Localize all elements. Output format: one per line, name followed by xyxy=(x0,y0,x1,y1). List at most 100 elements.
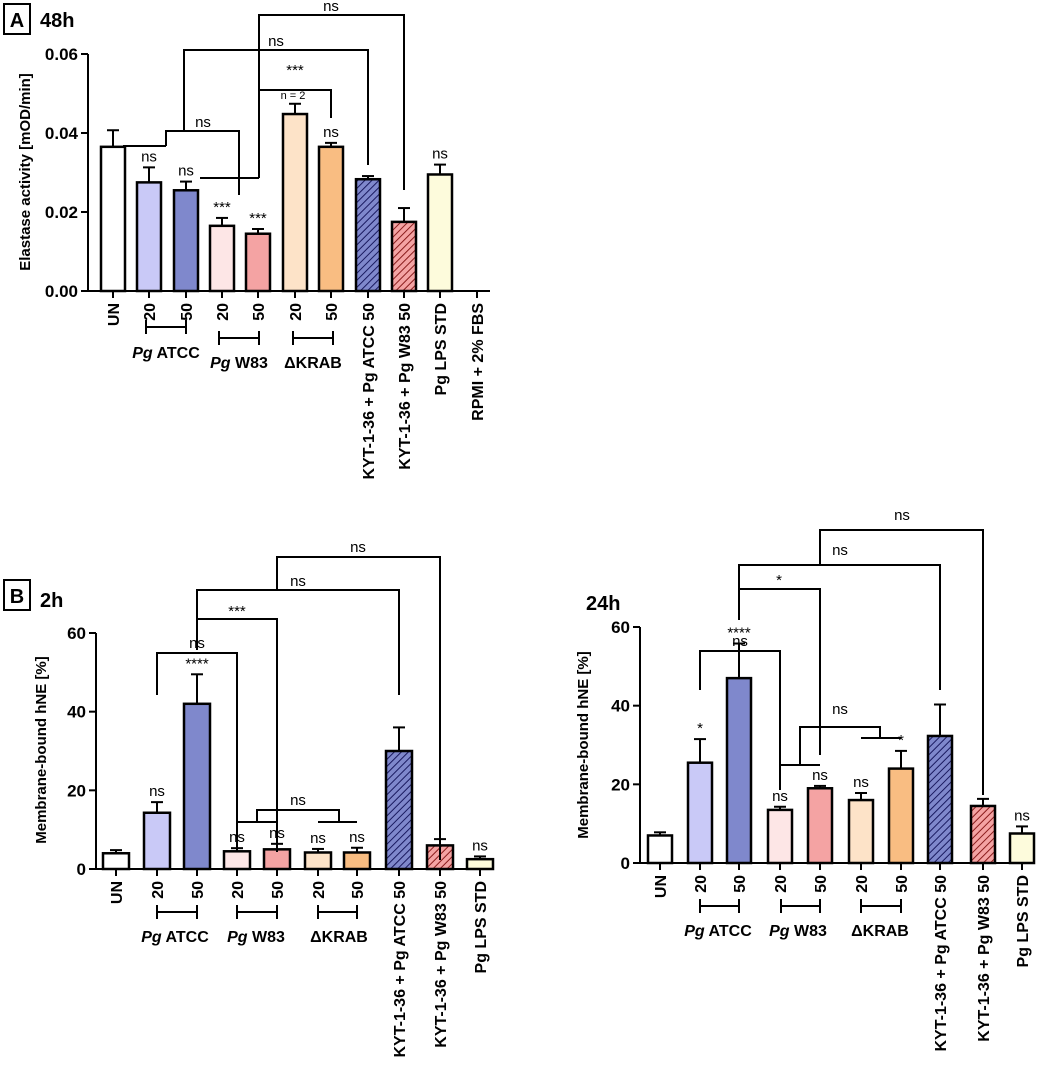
y-tick-label: 0.04 xyxy=(45,124,79,143)
comparison-label-4: ns xyxy=(323,0,339,15)
chart-b2h-groups: Pg ATCC Pg W83 ΔKRAB xyxy=(141,905,368,946)
group-bracket-pgw83 xyxy=(780,899,821,913)
chart-b2h-title: 2h xyxy=(40,590,63,612)
group-label-krab: ΔKRAB xyxy=(284,355,342,372)
x-category-label: UN xyxy=(653,875,670,898)
x-category-label: 50 xyxy=(190,881,207,899)
comparison-label-1: ns xyxy=(189,635,205,652)
bar xyxy=(262,848,292,871)
chart-b2h-comparisons xyxy=(156,556,441,860)
bar xyxy=(1008,832,1036,865)
x-category-label: Pg LPS STD xyxy=(1015,875,1032,967)
comparison-bracket-5 xyxy=(237,809,357,823)
panel-a-label: A xyxy=(3,3,31,35)
bar-significance-label: ns xyxy=(310,830,326,847)
bar-significance-label: ns xyxy=(178,163,194,180)
comparison-label-3: * xyxy=(776,572,782,589)
x-category-label: 50 xyxy=(350,881,367,899)
x-category-label: 50 xyxy=(270,881,287,899)
comparison-label-4: ns xyxy=(832,542,848,559)
bar-significance-label: **** xyxy=(185,655,209,672)
bar xyxy=(969,804,997,865)
x-category-label: 50 xyxy=(894,875,911,893)
bar-significance-label: ns xyxy=(141,148,157,165)
comparison-label-1: ns xyxy=(195,114,211,131)
x-category-label: Pg LPS STD xyxy=(433,303,450,395)
chart-b24h-comparisons xyxy=(699,529,984,795)
bar-significance-label: ns xyxy=(812,767,828,784)
y-tick-label: 60 xyxy=(611,618,630,637)
x-category-label: 50 xyxy=(813,875,830,893)
x-category-label: 20 xyxy=(854,875,871,893)
x-category-label: 20 xyxy=(230,881,247,899)
x-category-label: KYT-1-36 + Pg ATCC 50 xyxy=(933,875,950,1052)
y-tick-label: 60 xyxy=(67,624,86,643)
chart-b2h-ylabel: Membrane-bound hNE [%] xyxy=(33,656,50,844)
comparison-bracket-4 xyxy=(276,556,441,860)
x-category-label: 20 xyxy=(773,875,790,893)
bar-significance-label: ns xyxy=(853,774,869,791)
chart-b24h-plot: 0 20 40 60 UN * 20 **** 50 ns 20 ns 50 ns 20 * 50 KYT-1-3… xyxy=(611,618,1036,1052)
group-label-pgatcc: Pg ATCC xyxy=(684,923,752,940)
chart-a-plot: 0.00 0.02 0.04 0.06 UN ns 20 ns 50 *** 20 *** 50 20 ns… xyxy=(45,45,490,480)
group-label-pgw83: Pg W83 xyxy=(210,355,268,372)
chart-a-title: 48h xyxy=(40,10,74,32)
x-category-label: 20 xyxy=(142,303,159,321)
bar xyxy=(142,811,172,871)
chart-a-groups: Pg ATCC Pg W83 ΔKRAB xyxy=(132,320,342,372)
x-category-label: 50 xyxy=(179,303,196,321)
bar xyxy=(390,220,418,293)
comparison-label-3: ns xyxy=(290,573,306,590)
group-label-pgatcc: Pg ATCC xyxy=(141,929,209,946)
comparison-label-3: *** xyxy=(286,62,304,79)
group-bracket-pgatcc xyxy=(156,905,198,919)
bar-significance-label: ns xyxy=(772,788,788,805)
chart-b24h-groups: Pg ATCC Pg W83 ΔKRAB xyxy=(684,899,909,940)
group-label-krab: ΔKRAB xyxy=(851,923,909,940)
x-category-label: 20 xyxy=(693,875,710,893)
x-category-label: UN xyxy=(109,881,126,904)
chart-b2h-plot: 0 20 40 60 UN ns 20 **** 50 ns 20 ns 50 ns 20 ns 50 KYT-1… xyxy=(67,624,495,1058)
group-label-pgatcc: Pg ATCC xyxy=(132,345,200,362)
panel-b-letter: B xyxy=(10,586,24,608)
bar xyxy=(244,232,272,293)
y-tick-label: 40 xyxy=(67,703,86,722)
bar-significance-label: **** xyxy=(727,625,751,642)
x-category-label: KYT-1-36 + Pg ATCC 50 xyxy=(392,881,409,1058)
panel-b-label: B xyxy=(3,579,31,611)
comparison-bracket-4 xyxy=(819,529,984,795)
bar xyxy=(725,676,753,865)
bar xyxy=(426,173,454,293)
bar xyxy=(354,177,382,293)
bar-significance-label: * xyxy=(898,732,904,749)
bar xyxy=(384,749,414,871)
x-category-label: 20 xyxy=(215,303,232,321)
group-bracket-pgw83 xyxy=(236,905,278,919)
x-category-label: UN xyxy=(106,303,123,326)
bar xyxy=(303,851,333,871)
comparison-bracket-4 xyxy=(258,14,405,190)
x-category-label: KYT-1-36 + Pg W83 50 xyxy=(976,875,993,1042)
bar xyxy=(208,224,236,293)
x-category-label: 20 xyxy=(311,881,328,899)
comparison-label-2: *** xyxy=(228,603,246,620)
x-category-label: KYT-1-36 + Pg W83 50 xyxy=(397,303,414,470)
bar xyxy=(281,112,309,293)
comparison-label-6: ns xyxy=(832,701,848,718)
x-category-label: 20 xyxy=(288,303,305,321)
panel-a-letter: A xyxy=(10,10,24,32)
chart-b24h-title: 24h xyxy=(586,593,620,615)
x-category-label: 50 xyxy=(324,303,341,321)
group-label-pgw83: Pg W83 xyxy=(227,929,285,946)
group-bracket-krab xyxy=(860,899,902,913)
bar-significance-label: ns xyxy=(323,124,339,141)
y-tick-label: 0 xyxy=(621,854,630,873)
group-bracket-pgw83 xyxy=(218,331,260,345)
comparison-label-5: ns xyxy=(894,507,910,524)
group-bracket-krab xyxy=(317,905,358,919)
chart-a-comparisons xyxy=(123,14,405,195)
x-category-label: 50 xyxy=(732,875,749,893)
bar-significance-label: ns xyxy=(472,837,488,854)
comparison-bracket-5 xyxy=(781,726,901,766)
